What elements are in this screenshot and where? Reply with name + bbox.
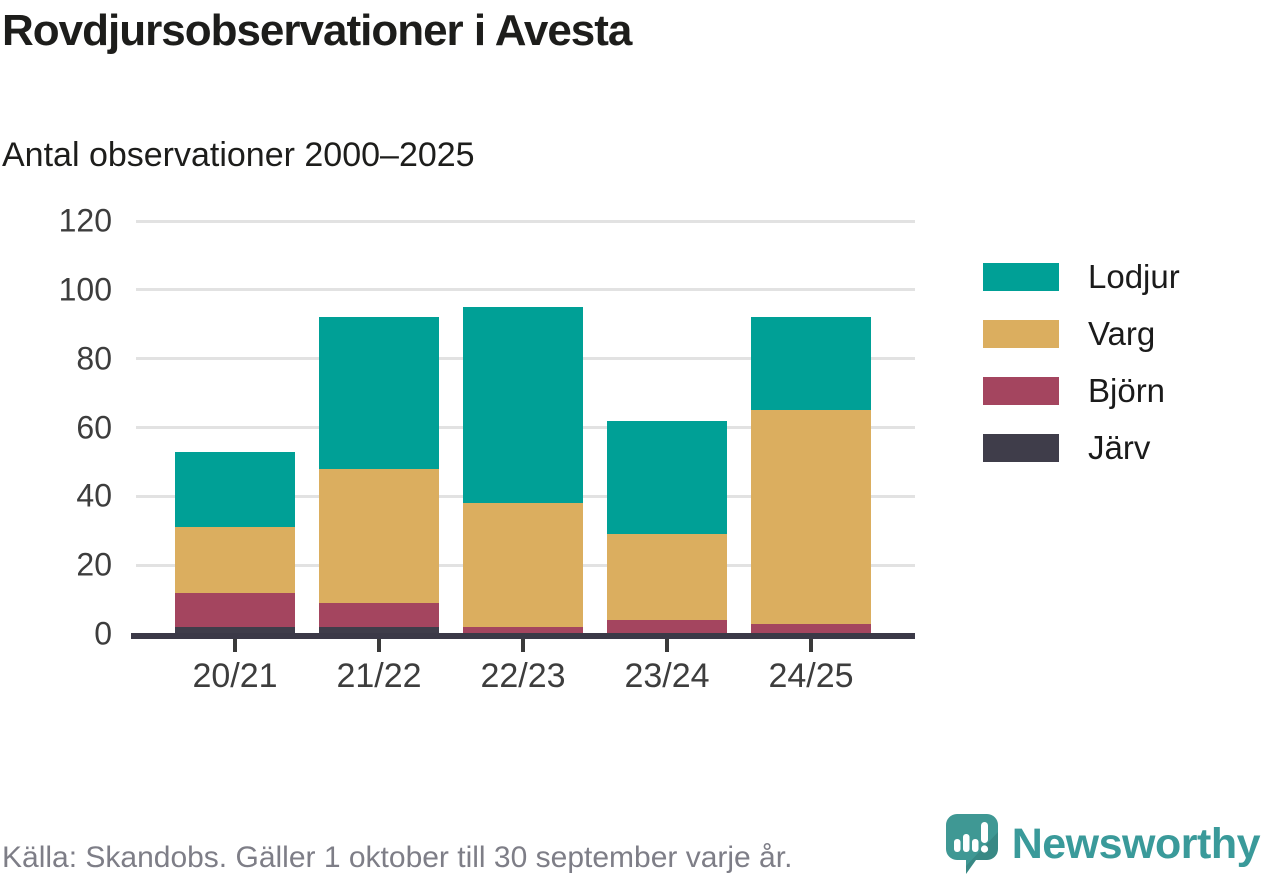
y-axis-tick-label: 20 [76,546,112,583]
x-axis-tick-label: 24/25 [768,657,854,695]
bar-segment-lodjur-22/23 [463,307,583,504]
legend-swatch-lodjur [983,263,1059,291]
legend-swatch-björn [983,377,1059,405]
newsworthy-logo-icon [945,814,998,874]
legend-label-järv: Järv [1088,429,1151,466]
bar-segment-varg-23/24 [607,534,727,621]
chart-title: Rovdjursobservationer i Avesta [2,6,632,55]
bar-segment-lodjur-21/22 [319,317,439,469]
gridline-100 [136,288,915,292]
legend-label-lodjur: Lodjur [1088,258,1180,295]
legend-label-varg: Varg [1088,315,1156,352]
x-axis-tick-label: 21/22 [336,657,422,695]
x-axis-tick-label: 23/24 [624,657,710,695]
legend-swatch-järv [983,434,1059,462]
chart-subtitle: Antal observationer 2000–2025 [2,136,475,174]
bar-segment-björn-23/24 [607,620,727,634]
x-axis-tick [521,639,525,652]
bar-segment-varg-22/23 [463,503,583,628]
bar-segment-björn-24/25 [751,623,871,634]
legend-swatch-varg [983,320,1059,348]
source-note: Källa: Skandobs. Gäller 1 oktober till 3… [2,841,793,874]
legend-label-björn: Björn [1088,372,1166,409]
brand-lockup: Newsworthy [945,814,1261,874]
bar-segment-järv-20/21 [175,627,295,634]
x-axis-tick-label: 22/23 [480,657,566,695]
x-axis-tick [665,639,669,652]
x-axis-tick [809,639,813,652]
y-axis-tick-label: 80 [76,340,112,377]
bar-segment-björn-20/21 [175,592,295,628]
bar-segment-varg-21/22 [319,468,439,604]
bar-segment-björn-21/22 [319,603,439,628]
gridline-120 [136,219,915,223]
brand-name: Newsworthy [1011,819,1261,868]
y-axis-tick-label: 100 [58,271,112,308]
x-axis-tick [377,639,381,652]
y-axis-tick-label: 120 [58,202,112,239]
bar-segment-björn-22/23 [463,627,583,634]
bar-segment-lodjur-24/25 [751,317,871,411]
bar-segment-lodjur-23/24 [607,420,727,535]
y-axis-tick-label: 0 [94,615,112,652]
x-axis-line [131,633,915,639]
bar-segment-varg-20/21 [175,527,295,593]
y-axis-tick-label: 40 [76,477,112,514]
bar-segment-varg-24/25 [751,410,871,624]
x-axis-tick-label: 20/21 [192,657,278,695]
bar-segment-lodjur-20/21 [175,451,295,528]
x-axis-tick [233,639,237,652]
y-axis-tick-label: 60 [76,409,112,445]
bar-segment-järv-21/22 [319,627,439,634]
